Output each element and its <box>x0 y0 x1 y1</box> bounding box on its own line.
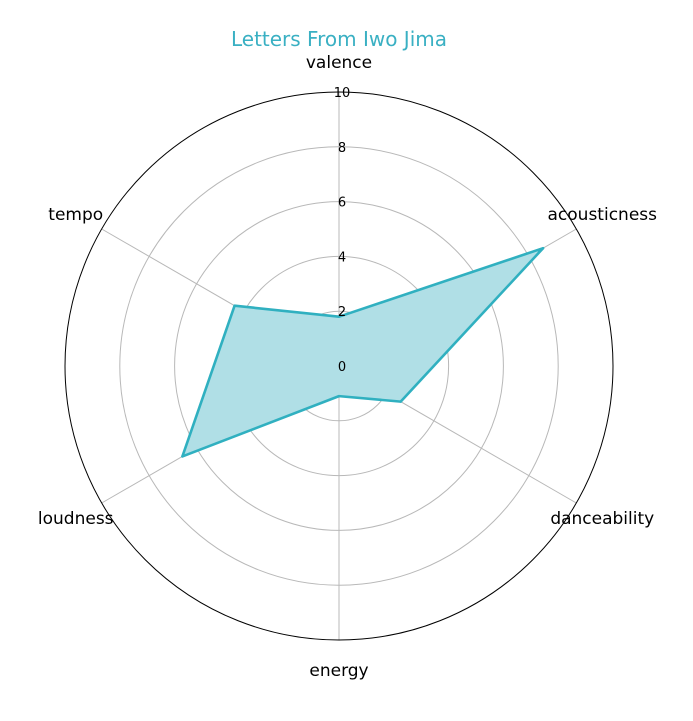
r-tick-label-8: 8 <box>338 141 346 156</box>
data-point-danceability <box>399 400 402 403</box>
axis-labels: valence acousticness danceability energy lou… <box>38 53 657 681</box>
r-tick-label-0: 0 <box>338 360 346 375</box>
axis-label-danceability: danceability <box>550 509 654 529</box>
data-point-acousticness <box>541 246 545 250</box>
r-tick-label-4: 4 <box>338 250 346 265</box>
radar-series <box>181 246 545 458</box>
r-tick-label-10: 10 <box>334 86 351 101</box>
axis-label-loudness: loudness <box>38 509 114 529</box>
axis-label-valence: valence <box>306 53 372 73</box>
radial-tick-labels: 0 2 4 6 8 10 <box>334 86 351 375</box>
chart-title: Letters From Iwo Jima <box>231 27 447 51</box>
axis-label-tempo: tempo <box>48 205 103 225</box>
data-point-energy <box>337 394 341 398</box>
axis-label-energy: energy <box>309 661 368 681</box>
data-point-tempo <box>233 304 236 307</box>
data-point-loudness <box>181 455 184 458</box>
axis-label-acousticness: acousticness <box>548 205 658 225</box>
outer-frame <box>64 91 614 641</box>
series-area-0 <box>181 246 545 458</box>
r-tick-label-2: 2 <box>338 305 346 320</box>
data-point-valence <box>337 315 341 318</box>
r-tick-label-6: 6 <box>338 196 346 211</box>
